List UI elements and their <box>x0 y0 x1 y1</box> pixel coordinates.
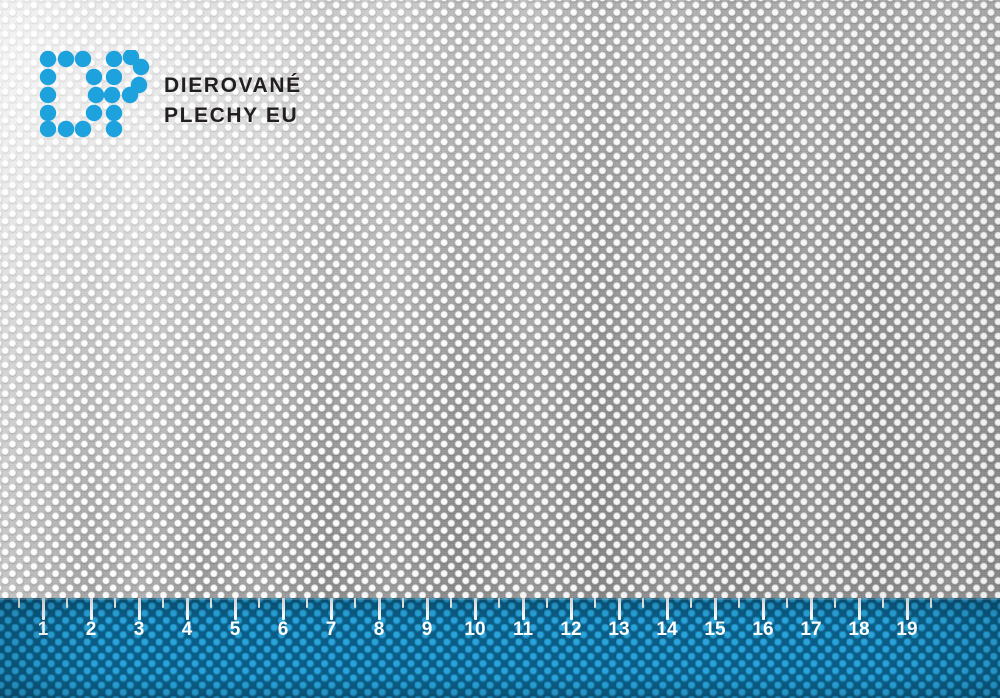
ruler-minor-tick <box>402 598 404 608</box>
ruler-major-tick <box>761 598 765 620</box>
ruler-major-tick <box>473 598 477 620</box>
ruler-tick-label: 18 <box>848 619 870 640</box>
ruler-minor-tick <box>546 598 548 608</box>
ruler-minor-tick <box>690 598 692 608</box>
ruler-minor-tick <box>498 598 500 608</box>
ruler-major-tick <box>89 598 93 620</box>
ruler-major-tick <box>137 598 141 620</box>
ruler-top-edge <box>0 598 1000 600</box>
ruler-tick-label: 9 <box>421 619 433 640</box>
ruler-major-tick <box>905 598 909 620</box>
ruler-major-tick <box>377 598 381 620</box>
ruler-tick-label: 19 <box>896 619 918 640</box>
ruler-minor-tick <box>114 598 116 608</box>
ruler-tick-label: 3 <box>133 619 145 640</box>
perforated-sheet-image: DIEROVANÉ PLECHY EU <box>0 0 1000 598</box>
ruler-tick-label: 13 <box>608 619 630 640</box>
ruler-minor-tick <box>642 598 644 608</box>
ruler-major-tick <box>521 598 525 620</box>
ruler-tick-label: 5 <box>229 619 241 640</box>
ruler-tick-label: 2 <box>85 619 97 640</box>
ruler-tick-label: 11 <box>512 619 534 640</box>
ruler-tick-label: 16 <box>752 619 774 640</box>
ruler-tick-label: 4 <box>181 619 193 640</box>
ruler-major-tick <box>665 598 669 620</box>
ruler-major-tick <box>41 598 45 620</box>
ruler-minor-tick <box>66 598 68 608</box>
ruler-minor-tick <box>162 598 164 608</box>
ruler-minor-tick <box>594 598 596 608</box>
ruler-tick-label: 10 <box>464 619 486 640</box>
ruler-minor-tick <box>354 598 356 608</box>
ruler-minor-tick <box>306 598 308 608</box>
ruler-minor-tick <box>882 598 884 608</box>
ruler-major-tick <box>809 598 813 620</box>
ruler-tick-label: 7 <box>325 619 337 640</box>
ruler-minor-tick <box>930 598 932 608</box>
ruler-major-tick <box>233 598 237 620</box>
logo-line-1: DIEROVANÉ <box>164 73 302 97</box>
ruler-major-tick <box>281 598 285 620</box>
ruler-minor-tick <box>210 598 212 608</box>
ruler-major-tick <box>185 598 189 620</box>
ruler-minor-tick <box>738 598 740 608</box>
ruler-major-tick <box>329 598 333 620</box>
ruler-minor-tick <box>786 598 788 608</box>
ruler-tick-label: 17 <box>800 619 822 640</box>
ruler-major-tick <box>713 598 717 620</box>
dp-dotted-monogram-icon <box>39 50 150 138</box>
ruler-tick-label: 14 <box>656 619 678 640</box>
ruler-tick-label: 8 <box>373 619 385 640</box>
ruler-tick-label: 15 <box>704 619 726 640</box>
ruler-minor-tick <box>18 598 20 608</box>
ruler-tick-label: 1 <box>37 619 49 640</box>
watermark-logo-text: DIEROVANÉ PLECHY EU <box>164 71 302 132</box>
watermark-logo: DIEROVANÉ PLECHY EU <box>38 50 302 138</box>
ruler-major-tick <box>425 598 429 620</box>
ruler-tick-label: 6 <box>277 619 289 640</box>
ruler-major-tick <box>569 598 573 620</box>
ruler-major-tick <box>857 598 861 620</box>
ruler-minor-tick <box>258 598 260 608</box>
ruler-minor-tick <box>450 598 452 608</box>
ruler-dot-pattern <box>0 598 1000 698</box>
ruler-minor-tick <box>834 598 836 608</box>
logo-line-2: PLECHY EU <box>164 104 299 127</box>
ruler-major-tick <box>617 598 621 620</box>
ruler-tick-label: 12 <box>560 619 582 640</box>
